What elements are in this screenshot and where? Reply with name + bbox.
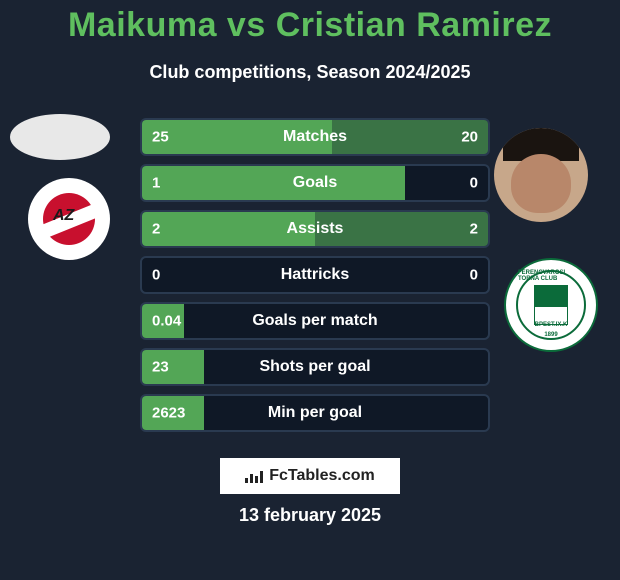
crest-right-text-top: FERENCVAROSI TORNA CLUB xyxy=(518,270,584,282)
club-right-crest: FERENCVAROSI TORNA CLUB BPEST.IX.K 1899 xyxy=(504,258,598,352)
stat-label: Goals per match xyxy=(142,312,488,330)
crest-left-label: AZ xyxy=(53,207,74,225)
club-right-crest-inner: FERENCVAROSI TORNA CLUB BPEST.IX.K 1899 xyxy=(516,270,586,340)
footer-brand-text: FcTables.com xyxy=(269,467,375,485)
player-right-face xyxy=(494,128,588,222)
stat-value-right: 0 xyxy=(470,175,478,192)
stat-label: Matches xyxy=(142,128,488,146)
stat-label: Hattricks xyxy=(142,266,488,284)
page-subtitle: Club competitions, Season 2024/2025 xyxy=(0,62,620,83)
footer-date: 13 february 2025 xyxy=(0,505,620,526)
page-title: Maikuma vs Cristian Ramirez xyxy=(0,6,620,45)
footer-brand-badge: FcTables.com xyxy=(220,458,400,494)
stat-row: 2623Min per goal xyxy=(140,394,490,432)
club-left-crest-inner: AZ xyxy=(43,193,95,245)
stat-row: 0.04Goals per match xyxy=(140,302,490,340)
stat-value-right: 20 xyxy=(461,129,478,146)
crest-right-shield xyxy=(534,285,568,325)
player-left-avatar xyxy=(10,114,110,160)
stat-label: Min per goal xyxy=(142,404,488,422)
stat-label: Shots per goal xyxy=(142,358,488,376)
stat-label: Assists xyxy=(142,220,488,238)
stat-row: 0Hattricks0 xyxy=(140,256,490,294)
stats-container: 25Matches201Goals02Assists20Hattricks00.… xyxy=(140,118,490,440)
stat-row: 25Matches20 xyxy=(140,118,490,156)
club-left-crest: AZ xyxy=(28,178,110,260)
brand-bars-icon xyxy=(245,469,263,483)
stat-row: 23Shots per goal xyxy=(140,348,490,386)
stat-row: 1Goals0 xyxy=(140,164,490,202)
stat-value-right: 2 xyxy=(470,221,478,238)
stat-value-right: 0 xyxy=(470,267,478,284)
stat-label: Goals xyxy=(142,174,488,192)
stat-row: 2Assists2 xyxy=(140,210,490,248)
crest-right-text-year: 1899 xyxy=(544,332,557,338)
crest-right-text-mid: BPEST.IX.K xyxy=(535,322,568,328)
player-right-avatar xyxy=(494,128,588,222)
